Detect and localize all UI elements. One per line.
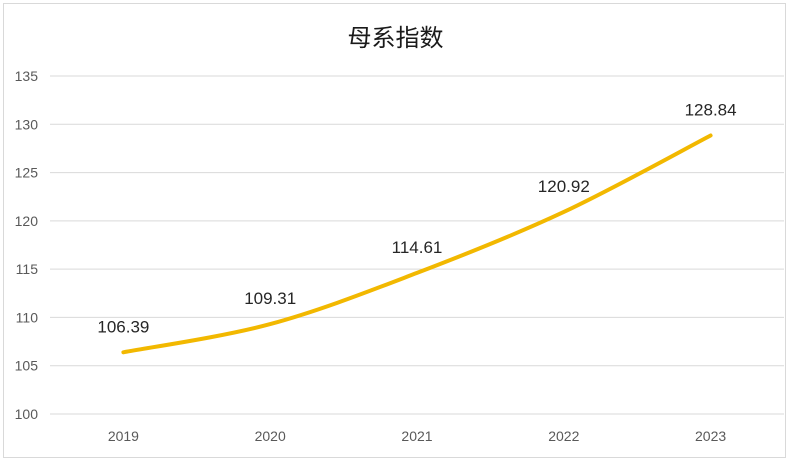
data-label: 120.92 [538, 177, 590, 196]
chart-title: 母系指数 [347, 24, 444, 52]
y-axis-ticks: 100 105 110 115 120 125 130 135 [15, 68, 39, 422]
y-tick-label: 120 [15, 213, 39, 229]
y-tick-label: 105 [15, 358, 39, 374]
y-tick-label: 100 [15, 406, 39, 422]
gridlines [50, 75, 784, 415]
x-axis-ticks: 2019 2020 2021 2022 2023 [108, 428, 727, 444]
chart-frame [3, 3, 786, 458]
y-tick-label: 115 [16, 261, 39, 277]
x-tick-label: 2020 [255, 428, 286, 444]
y-tick-label: 110 [16, 309, 39, 325]
x-tick-label: 2021 [401, 428, 432, 444]
data-labels: 106.39 109.31 114.61 120.92 128.84 [97, 100, 736, 336]
y-tick-label: 130 [15, 116, 39, 132]
data-label: 106.39 [97, 317, 149, 336]
x-tick-label: 2019 [108, 428, 139, 444]
y-tick-label: 125 [15, 165, 39, 181]
data-label: 114.61 [392, 238, 443, 257]
data-label: 128.84 [685, 100, 737, 119]
x-tick-label: 2022 [548, 428, 579, 444]
y-tick-label: 135 [15, 68, 39, 84]
data-label: 109.31 [244, 289, 296, 308]
x-tick-label: 2023 [695, 428, 726, 444]
series-group [121, 133, 713, 355]
